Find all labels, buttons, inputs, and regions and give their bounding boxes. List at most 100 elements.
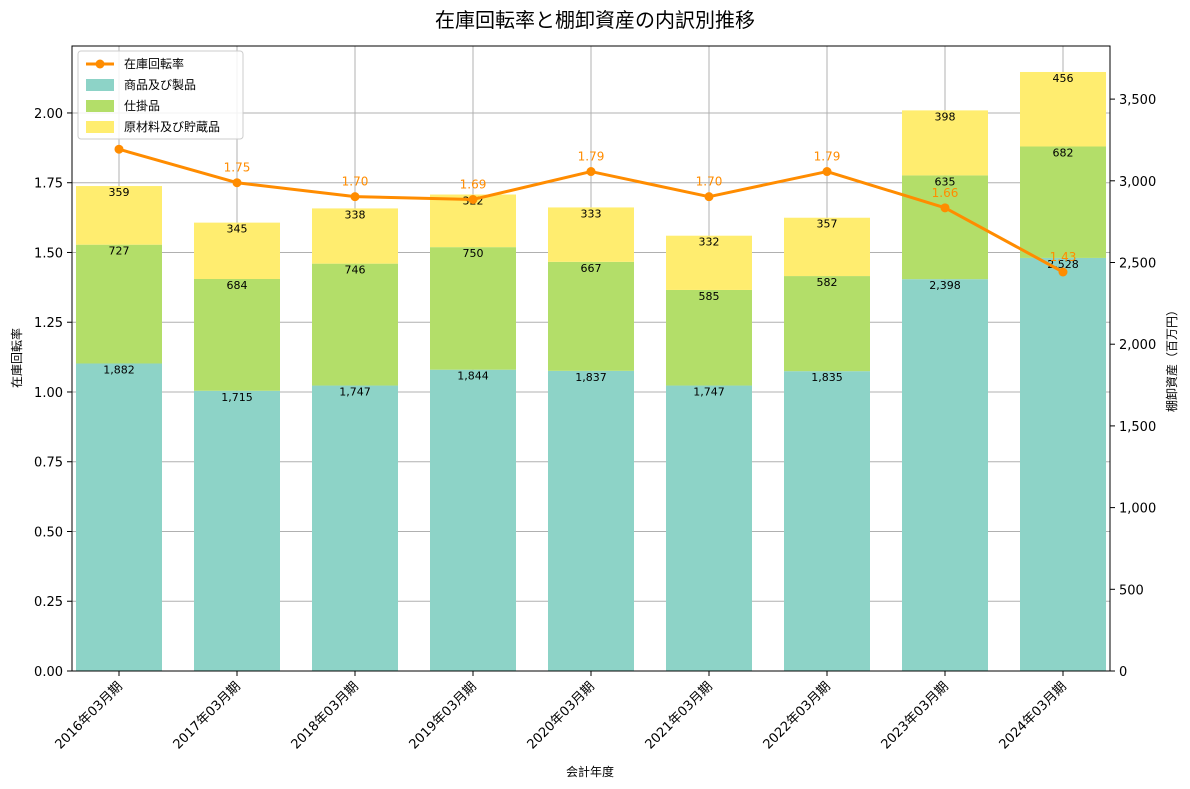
bar-segment xyxy=(902,175,988,280)
legend-label: 仕掛品 xyxy=(124,98,160,113)
y-right-tick-label: 2,000 xyxy=(1119,338,1156,353)
rate-point xyxy=(350,192,360,202)
bar-segment-label: 1,747 xyxy=(339,386,371,399)
bar-segment xyxy=(76,244,162,364)
bar-segment-label: 332 xyxy=(699,236,720,249)
rate-data-label: 1.75 xyxy=(224,161,251,175)
y-left-tick-label: 1.25 xyxy=(34,316,63,331)
bar-segment-label: 1,837 xyxy=(575,371,607,384)
bar-segment-label: 585 xyxy=(699,290,720,303)
legend-swatch xyxy=(86,121,114,133)
y-left-tick-label: 0.00 xyxy=(34,665,63,680)
legend-label: 商品及び製品 xyxy=(124,77,196,92)
bars-layer xyxy=(76,71,1106,671)
rate-point xyxy=(232,178,242,188)
rate-point xyxy=(114,144,124,154)
bar-segment xyxy=(194,222,280,280)
bar-segment-label: 635 xyxy=(935,175,956,188)
bar-segment xyxy=(312,208,398,264)
rate-line-layer: 1.75 1.70 1.69 1.79 1.70 1.79 1.66 1.43 xyxy=(114,144,1077,277)
bar-segment-label: 1,882 xyxy=(103,363,135,376)
bar-segment-label: 345 xyxy=(227,223,248,236)
y-right-tick-label: 0 xyxy=(1119,665,1127,680)
bar-segment xyxy=(194,279,280,391)
y-right-tick-label: 1,500 xyxy=(1119,420,1156,435)
bar-segment xyxy=(312,263,398,386)
bar-segment-label: 667 xyxy=(581,262,602,275)
rate-data-label: 1.43 xyxy=(1050,250,1077,264)
y-right-tick-label: 3,500 xyxy=(1119,93,1156,108)
rate-point xyxy=(822,167,832,177)
bar-segment xyxy=(1020,71,1106,147)
bar-segment xyxy=(76,186,162,245)
y-left-tick-label: 0.75 xyxy=(34,456,63,471)
bar-segment xyxy=(430,369,516,671)
bar-segment xyxy=(548,370,634,671)
bar-segment-label: 359 xyxy=(109,186,130,199)
bar-segment-label: 682 xyxy=(1053,146,1074,159)
bar-segment-label: 456 xyxy=(1053,72,1074,85)
rate-data-label: 1.70 xyxy=(342,175,369,189)
bar-segment-label: 684 xyxy=(227,279,248,292)
bar-segment-label: 727 xyxy=(109,245,130,258)
bar-segment xyxy=(430,247,516,370)
bar-segment-label: 1,835 xyxy=(811,371,843,384)
bar-segment xyxy=(902,110,988,176)
bar-segment xyxy=(784,371,870,671)
rate-point xyxy=(940,203,950,213)
bar-segment xyxy=(548,207,634,262)
legend-marker xyxy=(95,59,105,69)
bar-segment xyxy=(76,363,162,671)
y-left-tick-label: 0.50 xyxy=(34,525,63,540)
y-right-tick-label: 1,000 xyxy=(1119,502,1156,517)
bar-segment-label: 338 xyxy=(345,208,366,221)
bar-segment xyxy=(548,261,634,371)
bar-segment xyxy=(784,217,870,277)
rate-data-label: 1.66 xyxy=(932,186,959,200)
bar-segment xyxy=(902,279,988,671)
y-right-tick-label: 3,000 xyxy=(1119,175,1156,190)
bar-segment-label: 357 xyxy=(817,218,838,231)
y-left-tick-label: 0.25 xyxy=(34,595,63,610)
rate-point xyxy=(468,194,478,204)
bar-segment-label: 746 xyxy=(345,264,366,277)
legend-swatch xyxy=(86,100,114,112)
legend-label: 原材料及び貯蔵品 xyxy=(124,120,220,134)
y-axis-left-title: 在庫回転率 xyxy=(9,328,24,388)
bar-segment-label: 1,747 xyxy=(693,386,725,399)
y-left-tick-label: 1.50 xyxy=(34,246,63,261)
y-right-tick-label: 500 xyxy=(1119,583,1144,598)
y-left-tick-label: 2.00 xyxy=(34,107,63,122)
chart-title: 在庫回転率と棚卸資産の内訳別推移 xyxy=(435,8,755,32)
legend-swatch xyxy=(86,79,114,91)
bar-segment-label: 2,398 xyxy=(929,279,961,292)
rate-data-label: 1.79 xyxy=(814,150,841,164)
bar-segment-label: 750 xyxy=(463,247,484,260)
bar-segment xyxy=(666,385,752,671)
bar-segment-label: 582 xyxy=(817,276,838,289)
rate-data-label: 1.79 xyxy=(578,150,605,164)
legend-box xyxy=(77,50,244,140)
bar-segment xyxy=(1020,146,1106,258)
bar-segment xyxy=(194,390,280,671)
bar-segment xyxy=(1020,257,1106,671)
segment-label-layer: 1,882 727 359 1,715 684 345 1,747 746 338 1,844 75… xyxy=(103,72,1079,404)
bar-segment-label: 333 xyxy=(581,207,602,220)
bar-segment xyxy=(784,276,870,372)
rate-data-label: 1.69 xyxy=(460,177,487,191)
y-left-tick-label: 1.00 xyxy=(34,386,63,401)
bar-segment-label: 1,715 xyxy=(221,391,253,404)
bar-segment xyxy=(666,235,752,290)
x-axis-title: 会計年度 xyxy=(566,764,614,779)
rate-point xyxy=(704,192,714,202)
legend-label: 在庫回転率 xyxy=(124,56,184,71)
bar-segment-label: 398 xyxy=(935,110,956,123)
rate-point xyxy=(586,167,596,177)
bar-segment-label: 1,844 xyxy=(457,370,489,383)
y-axis-right-title: 棚卸資産（百万円） xyxy=(1164,304,1179,412)
rate-data-label: 1.70 xyxy=(696,175,723,189)
y-right-tick-label: 2,500 xyxy=(1119,257,1156,272)
